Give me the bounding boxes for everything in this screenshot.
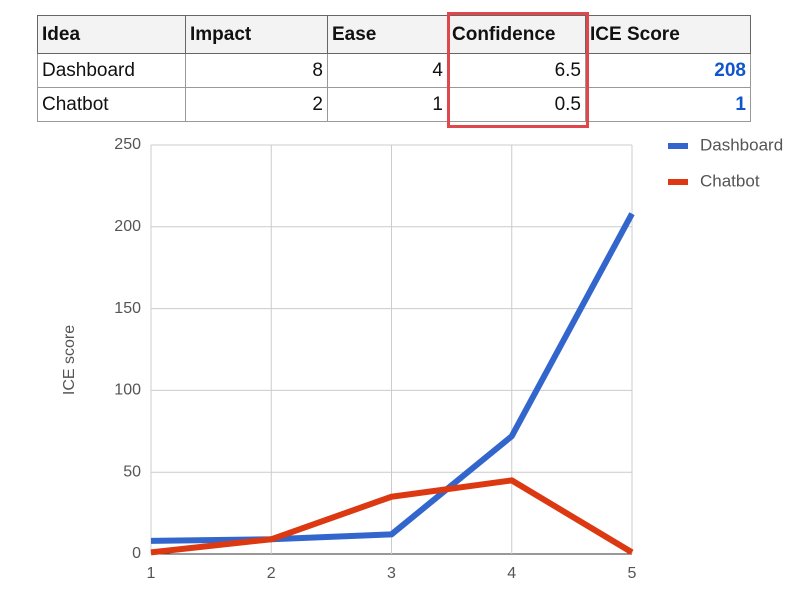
y-tick-label: 150 [114,300,141,317]
table-cell: Confidence [447,15,586,54]
table-cell: 1 [327,87,448,122]
x-tick-label: 4 [507,565,516,582]
y-tick-label: 100 [114,382,141,399]
table-cell: Dashboard [37,53,186,88]
table-cell: ICE Score [585,15,751,54]
table-cell: 2 [185,87,328,122]
legend-label: Dashboard [700,135,783,154]
table-cell: 208 [585,53,751,88]
table-cell: Idea [37,15,186,54]
series-line [150,477,634,556]
y-axis-label: ICE score [61,325,78,395]
table-cell: Impact [185,15,328,54]
y-tick-label: 200 [114,218,141,235]
x-tick-label: 1 [147,565,156,582]
x-tick-label: 5 [628,565,637,582]
table-row: Chatbot 2 1 0.5 1 [37,87,751,122]
y-tick-label: 50 [123,463,141,480]
series-line [150,212,635,544]
table-cell: 0.5 [447,87,586,122]
table-cell: 1 [585,87,751,122]
legend-label: Chatbot [700,171,760,190]
x-tick-label: 3 [387,565,396,582]
y-tick-label: 0 [132,545,141,562]
x-tick-label: 2 [267,565,276,582]
y-tick-label: 250 [114,136,141,153]
table-cell: 6.5 [447,53,586,88]
table-row: Idea Impact Ease Confidence ICE Score [37,15,751,54]
table-cell: 4 [327,53,448,88]
data-table: Idea Impact Ease Confidence ICE Score Dashboa… [37,15,751,122]
table-cell: Chatbot [37,87,186,122]
table-row: Dashboard 8 4 6.5 208 [37,53,751,88]
table-cell: 8 [185,53,328,88]
table-cell: Ease [327,15,448,54]
column-highlight [447,12,589,128]
